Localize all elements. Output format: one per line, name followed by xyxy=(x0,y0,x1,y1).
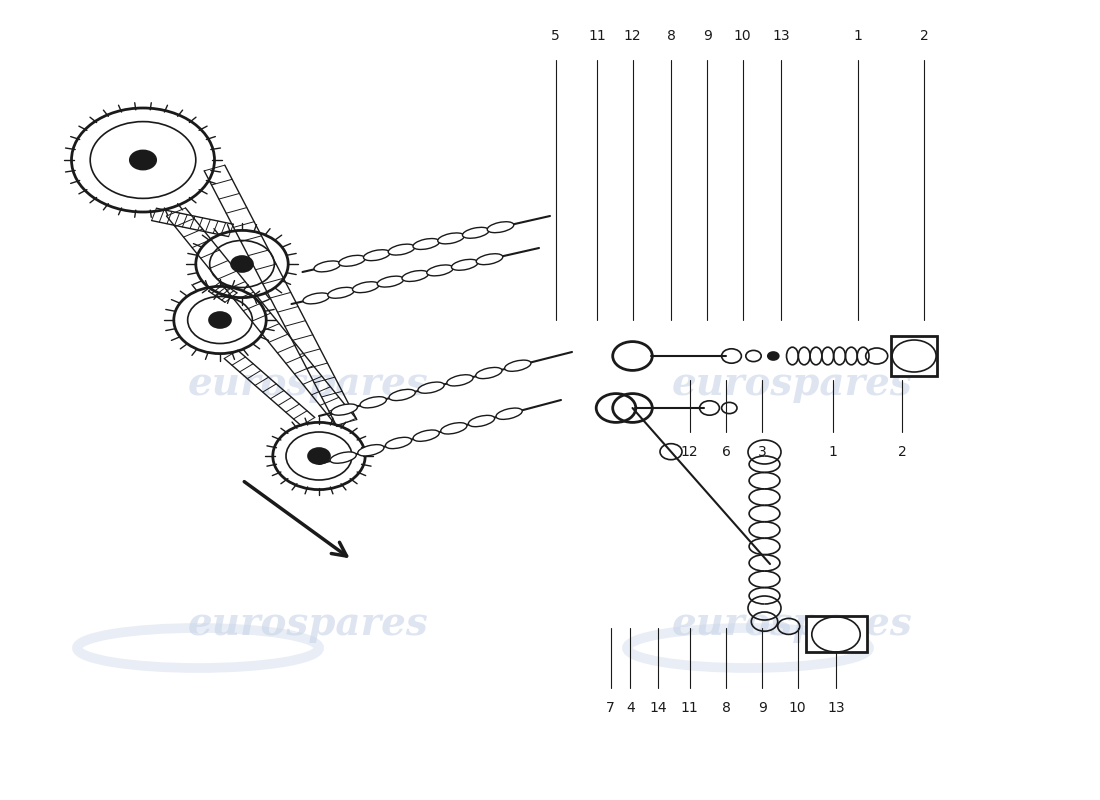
Text: 8: 8 xyxy=(722,701,730,715)
Text: 10: 10 xyxy=(789,701,806,715)
Text: 5: 5 xyxy=(551,29,560,43)
Text: 12: 12 xyxy=(624,29,641,43)
Ellipse shape xyxy=(441,422,466,434)
Ellipse shape xyxy=(339,255,365,266)
Ellipse shape xyxy=(487,222,514,233)
Ellipse shape xyxy=(476,254,503,265)
Ellipse shape xyxy=(469,415,495,426)
Ellipse shape xyxy=(438,233,464,244)
Ellipse shape xyxy=(314,261,341,272)
Text: 12: 12 xyxy=(681,445,698,459)
Text: 11: 11 xyxy=(681,701,698,715)
Text: eurospares: eurospares xyxy=(672,365,912,403)
Text: 6: 6 xyxy=(722,445,730,459)
Text: eurospares: eurospares xyxy=(188,365,428,403)
Text: eurospares: eurospares xyxy=(188,605,428,643)
Ellipse shape xyxy=(496,408,522,419)
Ellipse shape xyxy=(302,293,330,304)
Text: 13: 13 xyxy=(827,701,845,715)
Circle shape xyxy=(231,256,253,272)
Text: 2: 2 xyxy=(920,29,928,43)
Circle shape xyxy=(130,150,156,170)
Text: 10: 10 xyxy=(734,29,751,43)
Ellipse shape xyxy=(462,227,490,238)
Ellipse shape xyxy=(385,438,411,449)
Ellipse shape xyxy=(447,374,473,386)
Ellipse shape xyxy=(418,382,444,394)
Ellipse shape xyxy=(414,430,439,442)
Text: 13: 13 xyxy=(772,29,790,43)
Text: 1: 1 xyxy=(828,445,837,459)
Text: 7: 7 xyxy=(606,701,615,715)
Ellipse shape xyxy=(505,360,531,371)
Text: 1: 1 xyxy=(854,29,862,43)
Text: 9: 9 xyxy=(703,29,712,43)
Ellipse shape xyxy=(389,390,416,401)
Ellipse shape xyxy=(330,452,356,463)
Ellipse shape xyxy=(328,287,354,298)
Circle shape xyxy=(308,448,330,464)
Circle shape xyxy=(768,352,779,360)
Text: 4: 4 xyxy=(626,701,635,715)
Text: eurospares: eurospares xyxy=(672,605,912,643)
Text: 2: 2 xyxy=(898,445,906,459)
Ellipse shape xyxy=(427,265,453,276)
Ellipse shape xyxy=(475,367,502,378)
Ellipse shape xyxy=(451,259,478,270)
Ellipse shape xyxy=(363,250,390,261)
Ellipse shape xyxy=(352,282,379,293)
Text: 8: 8 xyxy=(667,29,675,43)
Ellipse shape xyxy=(377,276,404,287)
Text: 14: 14 xyxy=(649,701,667,715)
Ellipse shape xyxy=(358,445,384,456)
Ellipse shape xyxy=(388,244,415,255)
Ellipse shape xyxy=(402,270,429,282)
Bar xyxy=(806,616,867,652)
Ellipse shape xyxy=(412,238,440,250)
Text: 11: 11 xyxy=(588,29,606,43)
Ellipse shape xyxy=(331,404,358,415)
Text: 9: 9 xyxy=(758,701,767,715)
Bar xyxy=(891,336,937,376)
Circle shape xyxy=(209,312,231,328)
Text: 3: 3 xyxy=(758,445,767,459)
Ellipse shape xyxy=(360,397,386,408)
